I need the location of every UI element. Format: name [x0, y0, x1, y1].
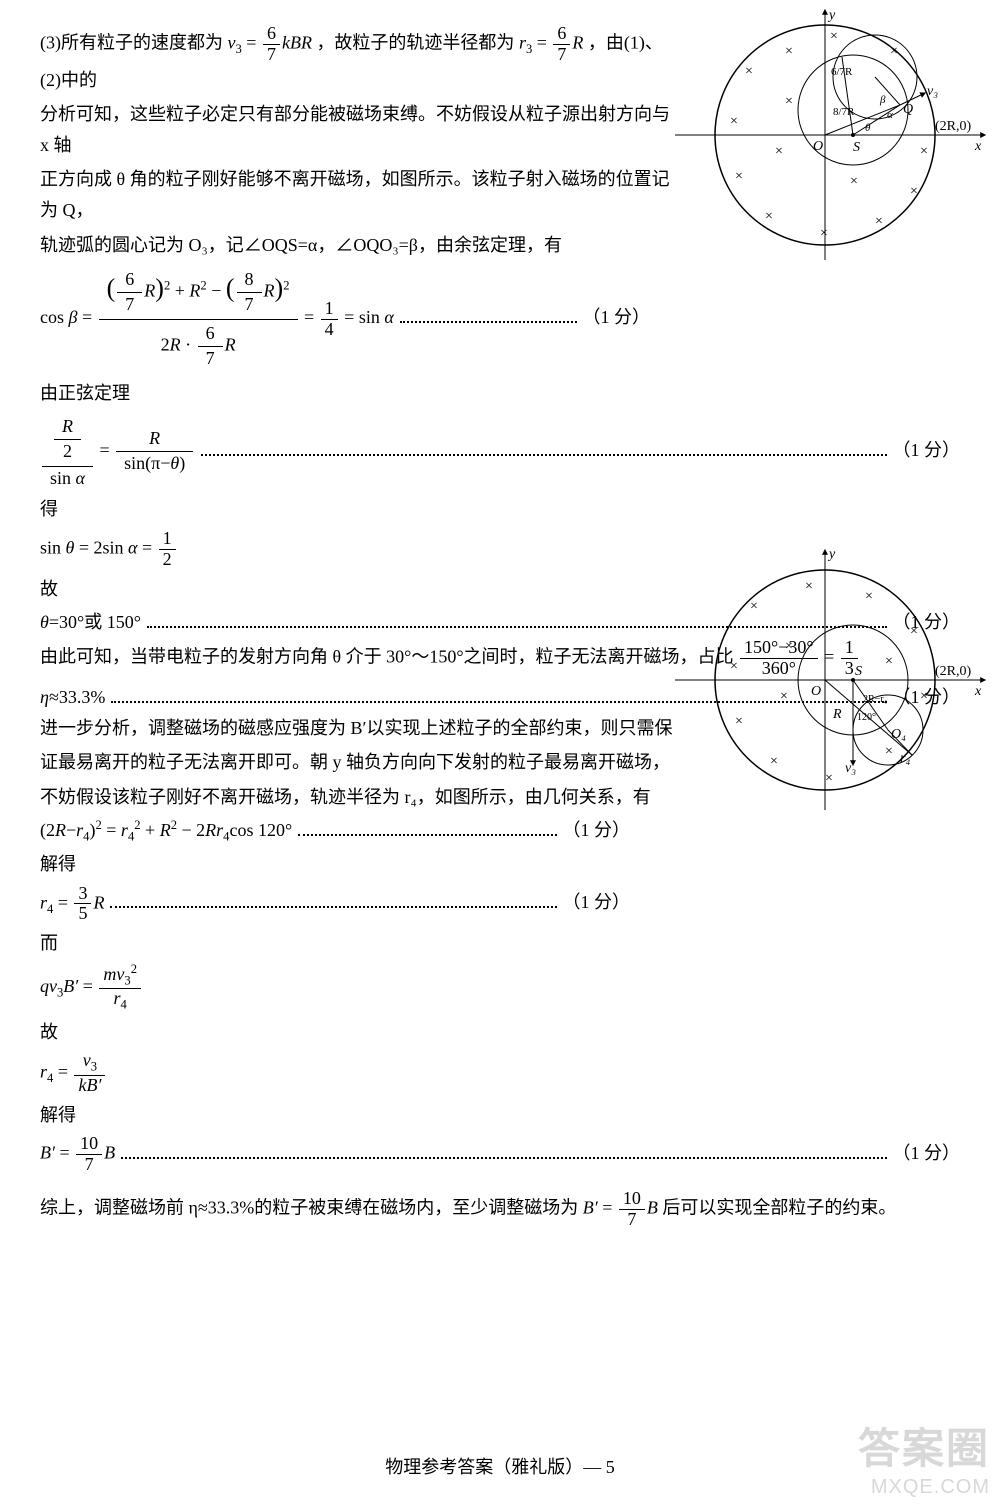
var: v: [228, 32, 236, 52]
svg-text:Q: Q: [903, 102, 913, 117]
text: 故: [40, 1017, 960, 1048]
points: （1 分）: [563, 888, 631, 914]
equation-qv3B: qv3B′ = mv32r4: [40, 963, 960, 1013]
paragraph: 证最易离开的粒子无法离开即可。朝 y 轴负方向向下发射的粒子最易离开磁场，: [40, 747, 680, 778]
svg-text:×: ×: [785, 639, 793, 654]
svg-text:O: O: [811, 684, 821, 699]
equation-cosbeta: cos β = (67R)2 + R2 − (87R)2 2R · 67R = …: [40, 266, 394, 372]
svg-text:×: ×: [745, 64, 753, 79]
svg-text:O₄: O₄: [891, 727, 906, 742]
points: （1 分）: [563, 816, 631, 842]
svg-text:×: ×: [780, 689, 788, 704]
equation-Bprime: B′ = 107B: [40, 1134, 115, 1175]
text: 解得: [40, 1100, 960, 1131]
svg-text:×: ×: [830, 29, 838, 44]
paragraph: 不妨假设该粒子刚好不离开磁场，轨迹半径为 r₄，如图所示，由几何关系，有: [40, 782, 680, 813]
svg-text:θ: θ: [865, 122, 871, 134]
text: 而: [40, 928, 960, 959]
points: （1 分）: [583, 303, 651, 329]
equation-sinelaw: R2 sin α = R sin(π−θ): [40, 413, 195, 490]
equation-r4: r4 = 35R: [40, 884, 104, 925]
paragraph: 进一步分析，调整磁场的磁感应强度为 B′以实现上述粒子的全部约束，则只需保: [40, 713, 680, 744]
svg-text:v₃: v₃: [845, 761, 856, 776]
paragraph: (3)所有粒子的速度都为 v3 = 6 7 kBR ，故粒子的轨迹半径都为 r3…: [40, 24, 680, 95]
equation-geom: (2R−r4)2 = r42 + R2 − 2Rr4cos 120°: [40, 818, 292, 845]
svg-text:120°: 120°: [857, 712, 876, 723]
svg-text:y: y: [827, 547, 836, 562]
equation-eta: η≈33.3%: [40, 687, 105, 708]
conclusion: 综上，调整磁场前 η≈33.3%的粒子被束缚在磁场内，至少调整磁场为 B′ = …: [40, 1189, 960, 1230]
page-footer: 物理参考答案（雅礼版）— 5: [0, 1453, 1000, 1479]
svg-text:×: ×: [735, 714, 743, 729]
equation-r4kB: r4 = v3kB′: [40, 1051, 960, 1095]
leader-dots: [298, 834, 556, 836]
svg-text:(2R,0): (2R,0): [935, 119, 972, 134]
svg-text:×: ×: [770, 754, 778, 769]
svg-text:O: O: [813, 139, 823, 154]
svg-text:α: α: [887, 109, 893, 121]
svg-text:S: S: [853, 140, 860, 155]
svg-text:x: x: [974, 139, 982, 154]
svg-text:×: ×: [730, 114, 738, 129]
paragraph: 轨迹弧的圆心记为 O₃，记∠OQS=α，∠OQO₃=β，由余弦定理，有: [40, 230, 680, 261]
svg-text:v₃: v₃: [927, 84, 938, 99]
leader-dots: [121, 1157, 886, 1159]
svg-text:S: S: [855, 664, 862, 679]
leader-dots: [201, 454, 886, 456]
text: 解得: [40, 849, 960, 880]
svg-text:8/7R: 8/7R: [833, 106, 855, 118]
watermark-line1: 答案圈: [858, 1415, 990, 1476]
svg-text:×: ×: [785, 44, 793, 59]
svg-text:×: ×: [825, 771, 833, 786]
svg-text:x: x: [974, 684, 982, 699]
paragraph: 正方向成 θ 角的粒子刚好能够不离开磁场，如图所示。该粒子射入磁场的位置记为 Q…: [40, 164, 680, 225]
svg-text:×: ×: [910, 184, 918, 199]
svg-text:×: ×: [850, 174, 858, 189]
watermark-line2: MXQE.COM: [858, 1476, 990, 1499]
svg-text:×: ×: [890, 44, 898, 59]
svg-text:6/7R: 6/7R: [831, 66, 853, 78]
points: （1 分）: [893, 436, 961, 462]
diagram-1: × × × × × × × × × × × × × × y x O S Q v₃ (2R,0)…: [675, 5, 995, 265]
text: 得: [40, 494, 960, 525]
text: 由正弦定理: [40, 378, 960, 409]
leader-dots: [400, 321, 577, 323]
leader-dots: [110, 906, 556, 908]
paragraph: 分析可知，这些粒子必定只有部分能被磁场束缚。不妨假设从粒子源出射方向与 x 轴: [40, 99, 680, 160]
svg-text:×: ×: [875, 214, 883, 229]
svg-text:×: ×: [775, 144, 783, 159]
diagram-2: ×× ×× ×× ×× ×× ×× × y x O S R (2R,0) O₄ …: [675, 540, 995, 830]
equation-theta: θ=30°或 150°: [40, 608, 141, 634]
svg-text:r₄: r₄: [900, 751, 910, 766]
svg-text:×: ×: [920, 144, 928, 159]
svg-text:(2R,0): (2R,0): [935, 664, 972, 679]
text: ，故粒子的轨迹半径都为: [316, 32, 519, 52]
svg-text:y: y: [827, 8, 836, 23]
svg-text:×: ×: [750, 599, 758, 614]
svg-text:×: ×: [730, 659, 738, 674]
svg-text:×: ×: [885, 744, 893, 759]
svg-text:×: ×: [910, 624, 918, 639]
svg-text:×: ×: [735, 169, 743, 184]
svg-text:×: ×: [785, 94, 793, 109]
svg-text:×: ×: [865, 589, 873, 604]
svg-text:R: R: [832, 707, 842, 722]
svg-text:×: ×: [885, 654, 893, 669]
svg-text:2R−r₄: 2R−r₄: [863, 694, 888, 705]
svg-text:×: ×: [805, 579, 813, 594]
points: （1 分）: [893, 1139, 961, 1165]
svg-text:×: ×: [820, 226, 828, 241]
fraction: 6 7: [263, 24, 280, 65]
svg-text:β: β: [879, 94, 886, 106]
svg-text:×: ×: [920, 689, 928, 704]
svg-text:×: ×: [765, 209, 773, 224]
watermark: 答案圈 MXQE.COM: [858, 1415, 990, 1499]
fraction: 6 7: [553, 24, 570, 65]
text: (3)所有粒子的速度都为: [40, 32, 228, 52]
